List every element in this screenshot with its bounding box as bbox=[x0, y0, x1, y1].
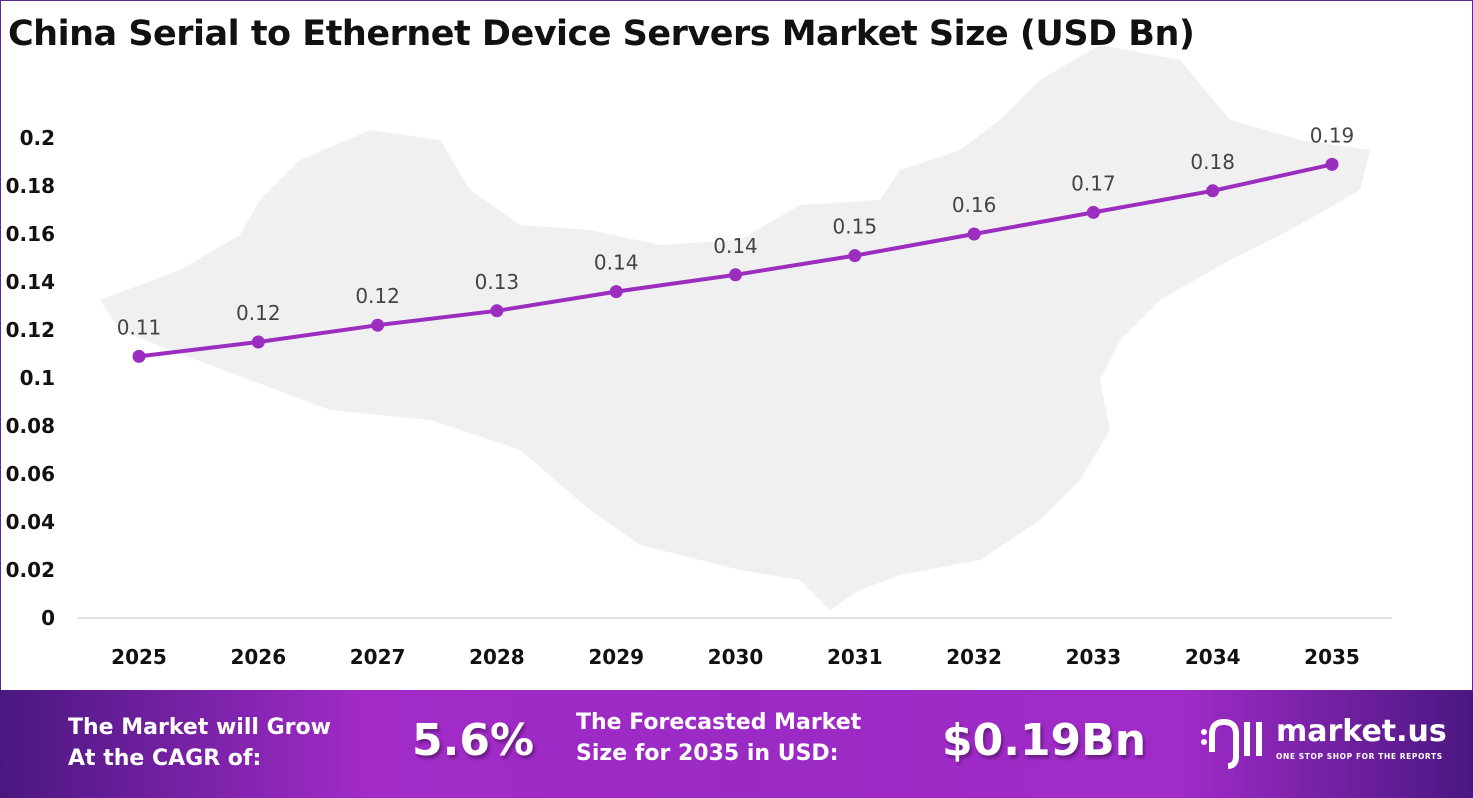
x-tick-label: 2033 bbox=[1066, 645, 1122, 669]
x-tick-label: 2034 bbox=[1185, 645, 1241, 669]
forecast-label-line1: The Forecasted Market bbox=[576, 710, 862, 735]
data-point bbox=[967, 227, 981, 241]
y-tick-label: 0.18 bbox=[6, 174, 55, 198]
market-us-logo-icon bbox=[1201, 718, 1262, 769]
forecast-label: The Forecasted Market Size for 2035 in U… bbox=[576, 707, 861, 769]
data-point bbox=[251, 335, 265, 349]
x-tick-label: 2031 bbox=[827, 645, 883, 669]
y-tick-label: 0.12 bbox=[6, 318, 55, 342]
data-point bbox=[132, 349, 146, 363]
data-label: 0.16 bbox=[952, 193, 997, 217]
data-point bbox=[848, 249, 862, 263]
y-tick-label: 0.04 bbox=[6, 510, 55, 534]
brand-tagline: ONE STOP SHOP FOR THE REPORTS bbox=[1276, 752, 1443, 761]
y-tick-label: 0.2 bbox=[20, 126, 55, 150]
x-tick-label: 2035 bbox=[1304, 645, 1360, 669]
data-label: 0.14 bbox=[594, 251, 639, 275]
forecast-label-line2: Size for 2035 in USD: bbox=[576, 741, 839, 766]
x-tick-label: 2027 bbox=[350, 645, 406, 669]
data-label: 0.11 bbox=[117, 315, 162, 339]
x-tick-label: 2030 bbox=[708, 645, 764, 669]
data-label: 0.17 bbox=[1071, 171, 1116, 195]
y-tick-label: 0.06 bbox=[6, 462, 55, 486]
data-point bbox=[1206, 184, 1220, 198]
y-tick-label: 0.02 bbox=[6, 558, 55, 582]
data-point bbox=[490, 304, 504, 318]
x-tick-label: 2028 bbox=[469, 645, 525, 669]
forecast-value: $0.19Bn bbox=[942, 715, 1147, 766]
cagr-value: 5.6% bbox=[412, 715, 535, 766]
y-tick-label: 0 bbox=[41, 606, 55, 630]
data-point bbox=[1325, 157, 1339, 171]
cagr-label-line2: At the CAGR of: bbox=[68, 746, 262, 771]
y-tick-label: 0.1 bbox=[20, 366, 55, 390]
china-map-background bbox=[100, 45, 1370, 610]
data-label: 0.19 bbox=[1310, 123, 1355, 147]
line-chart: 0 0.02 0.04 0.06 0.08 0.1 0.12 0.14 0.16 0.18 0.2 2… bbox=[6, 45, 1392, 669]
data-label: 0.12 bbox=[236, 301, 281, 325]
chart-title: China Serial to Ethernet Device Servers … bbox=[8, 14, 1195, 54]
data-point bbox=[371, 318, 385, 332]
data-point bbox=[609, 285, 623, 299]
y-tick-label: 0.14 bbox=[6, 270, 55, 294]
data-label: 0.13 bbox=[475, 270, 520, 294]
summary-banner: The Market will Grow At the CAGR of: 5.6… bbox=[0, 690, 1473, 798]
x-tick-label: 2025 bbox=[111, 645, 167, 669]
x-tick-label: 2026 bbox=[230, 645, 286, 669]
data-point bbox=[1086, 205, 1100, 219]
data-point bbox=[729, 268, 742, 282]
data-label: 0.15 bbox=[833, 215, 878, 239]
data-label: 0.14 bbox=[713, 234, 758, 258]
x-tick-label: 2032 bbox=[946, 645, 1002, 669]
data-label: 0.18 bbox=[1190, 150, 1235, 174]
y-tick-label: 0.16 bbox=[6, 222, 55, 246]
brand-name: market.us bbox=[1276, 714, 1447, 749]
x-tick-label: 2029 bbox=[588, 645, 644, 669]
cagr-label-line1: The Market will Grow bbox=[68, 715, 331, 740]
data-label: 0.12 bbox=[355, 284, 400, 308]
cagr-label: The Market will Grow At the CAGR of: bbox=[68, 712, 331, 774]
y-tick-label: 0.08 bbox=[6, 414, 55, 438]
